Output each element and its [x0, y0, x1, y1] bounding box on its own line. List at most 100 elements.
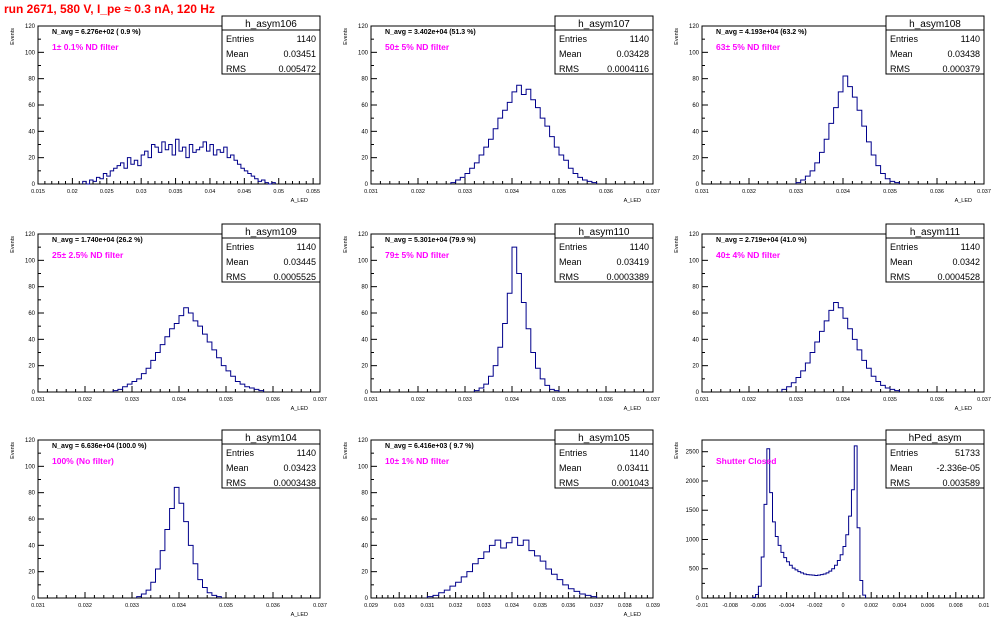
- stats-label: Entries: [559, 242, 588, 252]
- x-tick-label: 0.035: [169, 189, 183, 195]
- x-tick-label: 0.038: [618, 603, 632, 609]
- x-tick-label: 0.045: [237, 189, 251, 195]
- stats-value: 0.0004528: [937, 272, 980, 282]
- stats-value: 1140: [297, 448, 316, 458]
- x-tick-label: 0.034: [505, 397, 519, 403]
- stats-box: h_asym109 Entries 1140 Mean 0.03445 RMS 0.0005…: [221, 223, 321, 283]
- stats-value: 0.0005525: [273, 272, 316, 282]
- stats-box: h_asym107 Entries 1140 Mean 0.03428 RMS 0.0004…: [554, 15, 654, 75]
- y-tick-label: 0: [696, 390, 700, 396]
- x-tick-label: 0.035: [552, 397, 566, 403]
- y-tick-label: 100: [358, 464, 369, 470]
- y-tick-label: 0: [32, 390, 36, 396]
- y-tick-label: 20: [28, 156, 35, 162]
- x-tick-label: 0.032: [78, 397, 92, 403]
- histogram-panel: 0 20 40 60 80 100 120 0.015 0.02 0.025 0.03 0.035 0.…: [10, 15, 321, 204]
- histogram-panel: 0 20 40 60 80 100 120 0.031 0.032 0.033 0.034 0.035…: [10, 429, 327, 618]
- x-tick-label: 0.031: [421, 603, 435, 609]
- y-tick-label: 100: [689, 258, 700, 264]
- x-tick-label: 0.033: [477, 603, 491, 609]
- histogram-outline: [752, 445, 867, 598]
- y-tick-label: 40: [28, 543, 35, 549]
- y-tick-label: 2000: [686, 479, 700, 485]
- x-tick-label: 0.035: [552, 189, 566, 195]
- y-tick-label: 0: [32, 182, 36, 188]
- x-axis-label: A_LED: [955, 198, 972, 204]
- x-tick-label: 0.034: [836, 397, 850, 403]
- x-tick-label: 0.008: [949, 603, 963, 609]
- histogram-outline: [450, 84, 598, 184]
- x-axis-label: A_LED: [624, 612, 641, 618]
- stats-label: RMS: [226, 64, 246, 74]
- y-tick-label: 100: [358, 50, 369, 56]
- y-tick-label: 80: [361, 285, 368, 291]
- stats-label: Entries: [559, 34, 588, 44]
- stats-value: 0.03423: [283, 463, 316, 473]
- x-tick-label: 0.033: [789, 189, 803, 195]
- x-tick-label: 0.031: [695, 189, 709, 195]
- x-tick-label: 0.036: [562, 603, 576, 609]
- y-tick-label: 40: [28, 337, 35, 343]
- stats-label: Mean: [226, 49, 249, 59]
- y-tick-label: 120: [358, 24, 369, 30]
- x-tick-label: 0.002: [864, 603, 878, 609]
- histogram-panel: 0 20 40 60 80 100 120 0.031 0.032 0.033 0.034 0.035…: [674, 223, 991, 412]
- navg-label: N_avg = 6.276e+02 ( 0.9 %): [52, 29, 141, 36]
- stats-box: h_asym111 Entries 1140 Mean 0.0342 RMS 0.00045…: [885, 223, 985, 283]
- filter-label: 1± 0.1% ND filter: [52, 42, 119, 52]
- x-tick-label: 0.032: [411, 397, 425, 403]
- x-tick-label: -0.008: [722, 603, 738, 609]
- filter-label: 10± 1% ND filter: [385, 456, 450, 466]
- x-tick-label: 0.01: [979, 603, 990, 609]
- y-tick-label: 100: [25, 464, 36, 470]
- x-tick-label: 0.035: [533, 603, 547, 609]
- stats-value: 0.03428: [616, 49, 649, 59]
- stats-value: 0.000379: [942, 64, 980, 74]
- stats-label: Mean: [890, 49, 913, 59]
- y-tick-label: 120: [689, 24, 700, 30]
- navg-label: N_avg = 1.740e+04 (26.2 %): [52, 237, 143, 244]
- stats-value: 51733: [955, 448, 980, 458]
- y-tick-label: 40: [361, 337, 368, 343]
- x-tick-label: 0.037: [977, 189, 991, 195]
- y-tick-label: 60: [361, 311, 368, 317]
- stats-label: RMS: [559, 272, 579, 282]
- stats-label: Mean: [559, 463, 582, 473]
- histogram-name: h_asym110: [579, 227, 630, 238]
- x-tick-label: 0.033: [458, 189, 472, 195]
- stats-label: Entries: [890, 448, 919, 458]
- x-tick-label: 0.033: [458, 397, 472, 403]
- stats-label: RMS: [226, 478, 246, 488]
- stats-label: Entries: [559, 448, 588, 458]
- x-tick-label: -0.01: [696, 603, 709, 609]
- stats-label: Entries: [890, 34, 919, 44]
- y-tick-label: 20: [692, 156, 699, 162]
- stats-box-frame: [554, 429, 654, 489]
- stats-box: h_asym108 Entries 1140 Mean 0.03438 RMS 0.0003…: [885, 15, 985, 75]
- stats-box-frame: [554, 223, 654, 283]
- y-tick-label: 40: [692, 337, 699, 343]
- stats-value: -2.336e-05: [936, 463, 980, 473]
- y-axis-label: Events: [10, 28, 16, 45]
- x-axis-label: A_LED: [624, 198, 641, 204]
- stats-value: 0.03419: [616, 257, 649, 267]
- x-tick-label: 0.032: [78, 603, 92, 609]
- x-tick-label: 0.03: [394, 603, 405, 609]
- stats-value: 0.0342: [952, 257, 980, 267]
- y-tick-label: 80: [692, 77, 699, 83]
- filter-label: 63± 5% ND filter: [716, 42, 781, 52]
- x-tick-label: 0.035: [883, 189, 897, 195]
- y-axis-label: Events: [343, 442, 349, 459]
- y-tick-label: 1000: [686, 537, 700, 543]
- stats-value: 1140: [630, 34, 649, 44]
- y-tick-label: 0: [365, 390, 369, 396]
- histogram-name: h_asym109: [245, 227, 297, 238]
- histogram-panel: 0 20 40 60 80 100 120 0.029 0.03 0.031 0.032 0.033 0…: [343, 429, 660, 618]
- y-tick-label: 120: [689, 232, 700, 238]
- stats-box-frame: [221, 15, 321, 75]
- stats-label: RMS: [890, 478, 910, 488]
- stats-label: Mean: [559, 257, 582, 267]
- stats-box-frame: [554, 15, 654, 75]
- x-axis-label: A_LED: [955, 406, 972, 412]
- stats-value: 1140: [961, 34, 980, 44]
